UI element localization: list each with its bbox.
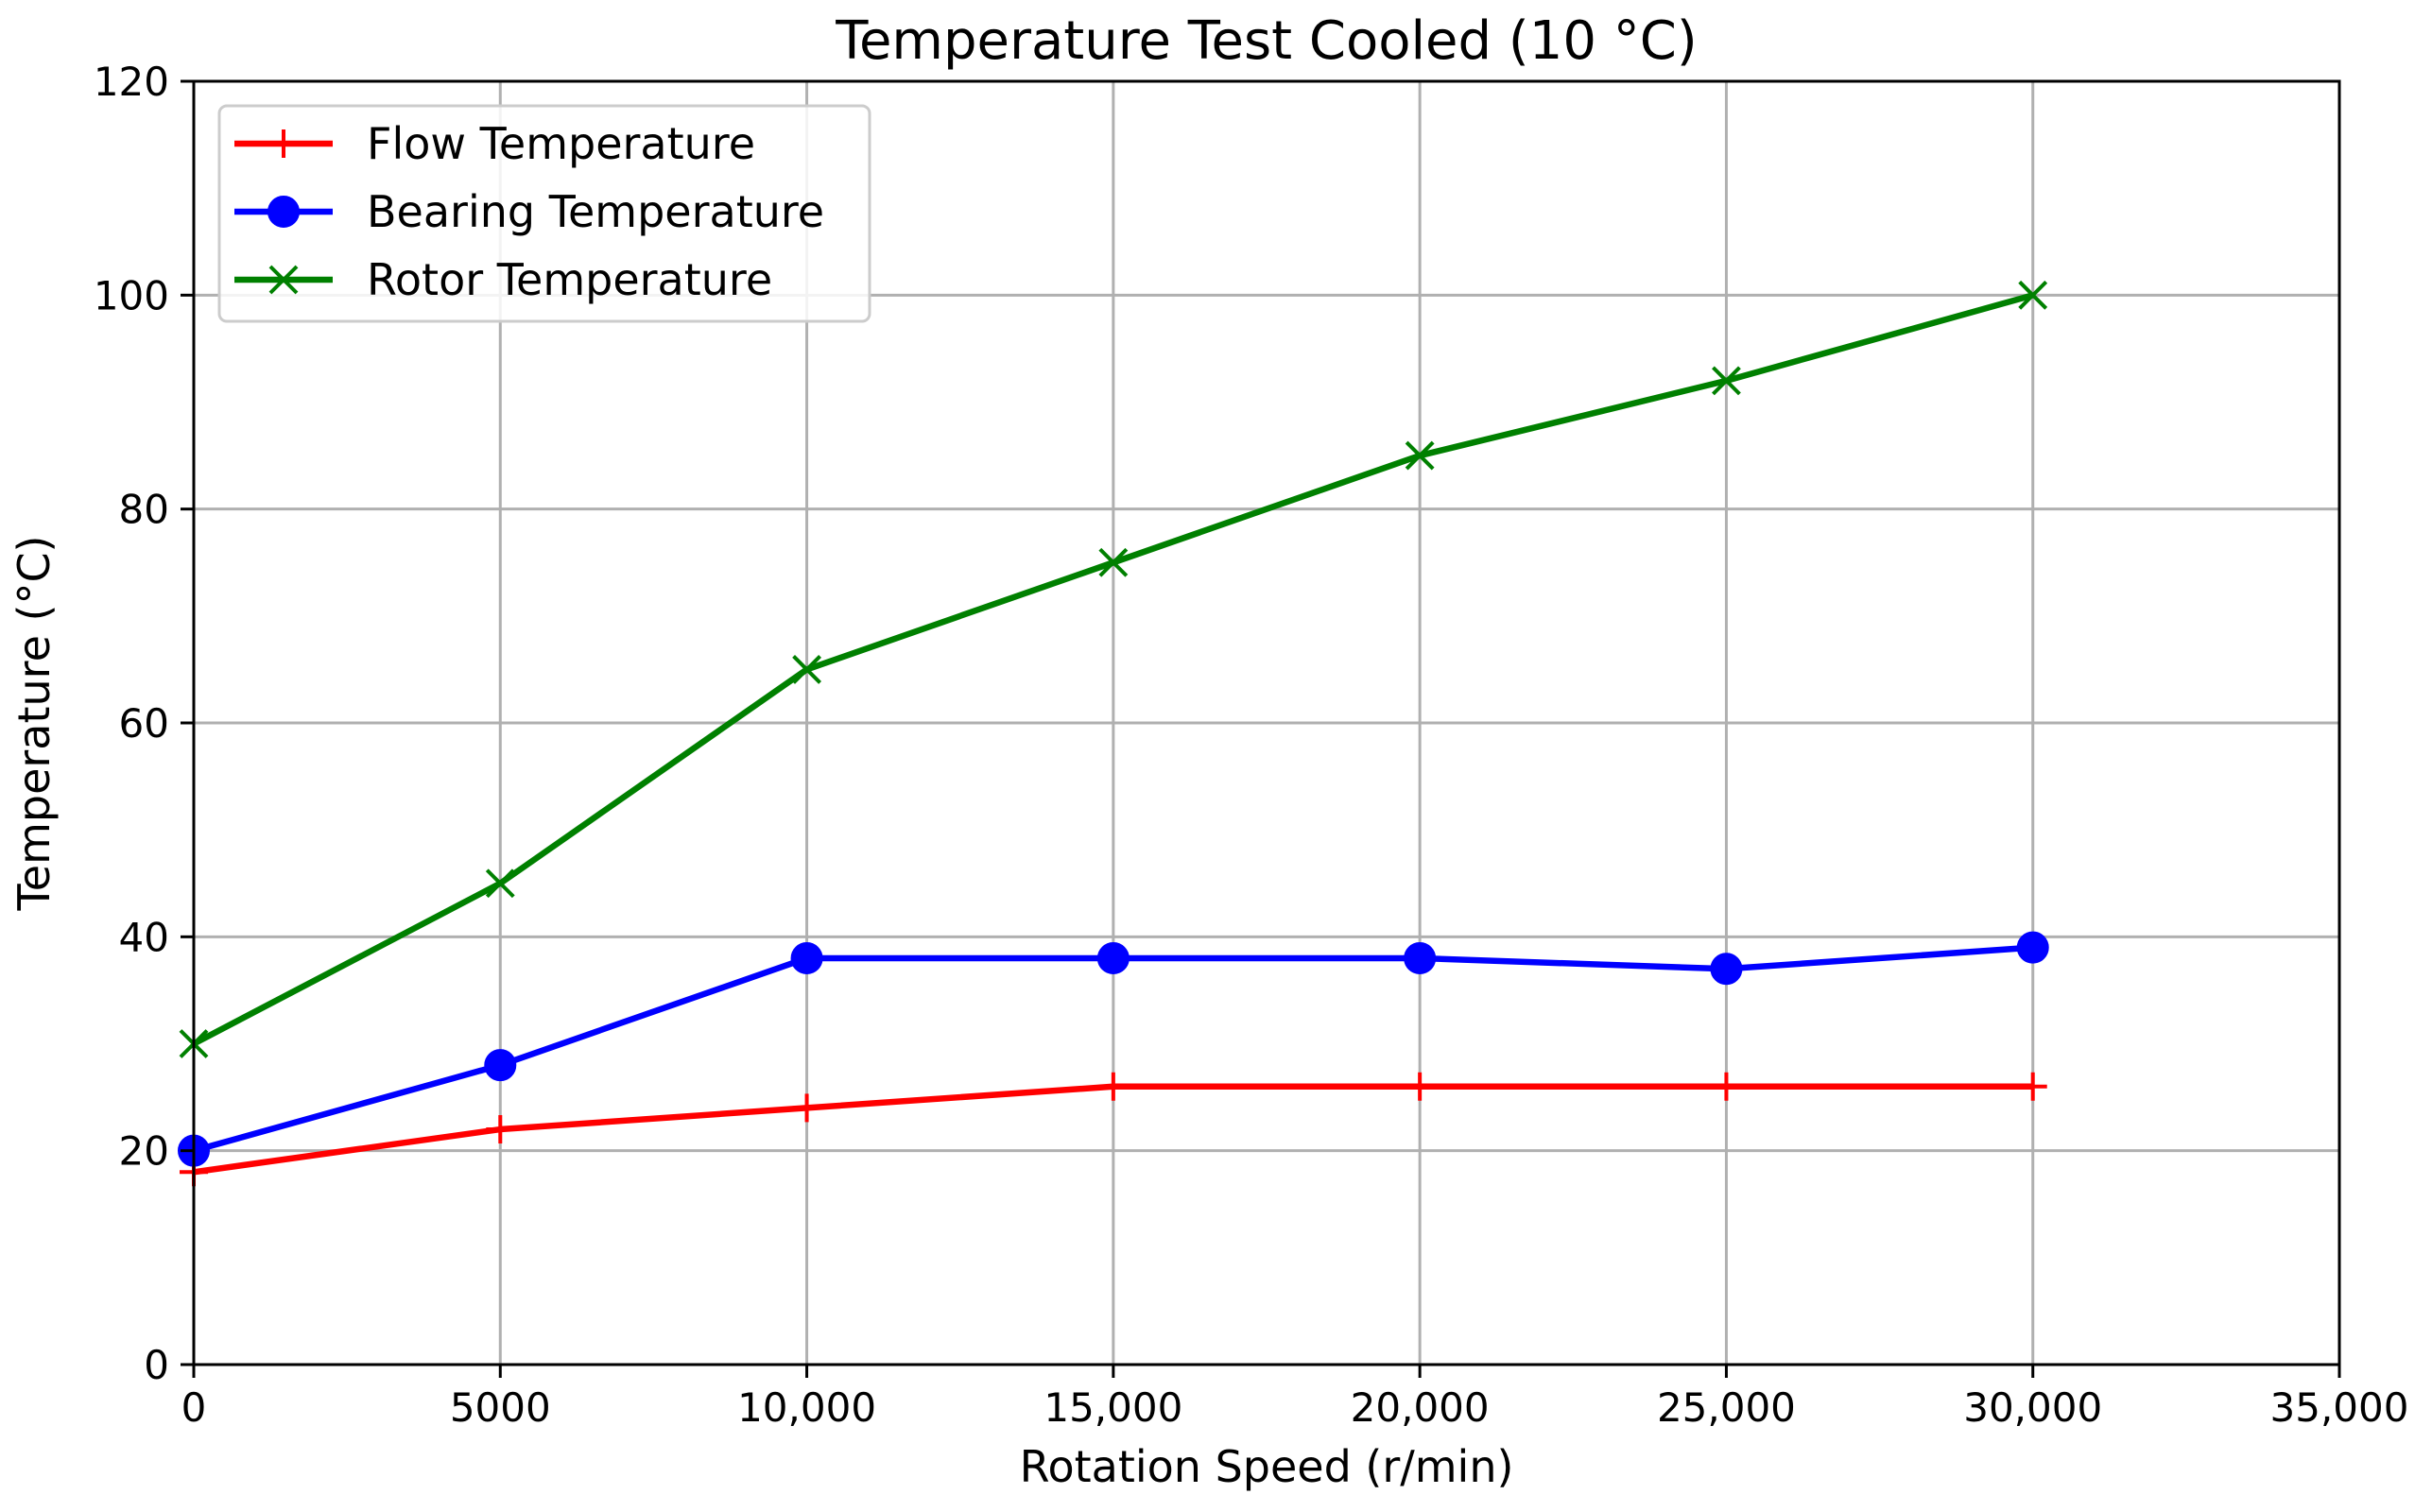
legend-label-flow-temperature: Flow Temperature: [367, 118, 755, 169]
data-point-flow-temperature: [486, 1115, 515, 1144]
y-tick-label: 80: [119, 487, 169, 533]
marker-stroke: [2018, 280, 2048, 310]
series-flow-temperature: [180, 1072, 2047, 1187]
y-tick-label: 40: [119, 914, 169, 960]
x-tick-label: 5000: [450, 1384, 551, 1431]
data-point-flow-temperature: [2018, 1072, 2047, 1101]
x-axis-label: Rotation Speed (r/min): [1020, 1441, 1514, 1492]
legend-marker-flow-temperature: [269, 129, 298, 158]
data-point-rotor-temperature: [1098, 547, 1129, 577]
x-tick-label: 0: [181, 1384, 207, 1431]
legend-entry-bearing-temperature: Bearing Temperature: [234, 186, 824, 237]
legend-marker-bearing-temperature: [267, 196, 300, 228]
x-tick-label: 30,000: [1963, 1384, 2102, 1431]
y-axis-label: Temperature (°C): [9, 535, 60, 911]
marker-stroke: [268, 265, 299, 295]
x-tick-label: 35,000: [2270, 1384, 2409, 1431]
data-point-bearing-temperature: [1096, 941, 1130, 974]
data-point-flow-temperature: [1712, 1072, 1741, 1101]
marker-stroke: [792, 655, 821, 684]
legend: Flow Temperature Bearing Temperature Rotor…: [217, 104, 871, 323]
series-group: [178, 280, 2049, 1187]
data-point-flow-temperature: [792, 1093, 821, 1123]
marker-stroke: [1712, 366, 1741, 396]
data-point-bearing-temperature: [1710, 953, 1743, 986]
legend-marker-rotor-temperature: [268, 265, 299, 295]
x-tick-label: 10,000: [737, 1384, 876, 1431]
x-tick-label: 20,000: [1351, 1384, 1490, 1431]
data-point-rotor-temperature: [1405, 440, 1435, 471]
data-point-bearing-temperature: [484, 1049, 517, 1082]
x-tick-label: 15,000: [1044, 1384, 1182, 1431]
legend-entry-rotor-temperature: Rotor Temperature: [234, 254, 772, 305]
data-point-rotor-temperature: [485, 868, 515, 899]
y-tick-label: 0: [144, 1342, 169, 1388]
data-point-flow-temperature: [1406, 1072, 1435, 1101]
axis-ticks: 0 5000 10,000 15,000 20,000 25,000 30,000 35,00…: [94, 59, 2409, 1431]
series-bearing-temperature: [178, 931, 2049, 1167]
y-tick-label: 100: [94, 272, 169, 318]
legend-label-rotor-temperature: Rotor Temperature: [367, 254, 772, 305]
y-tick-label: 120: [94, 59, 169, 105]
data-point-rotor-temperature: [792, 655, 821, 684]
y-tick-label: 20: [119, 1128, 169, 1175]
series-rotor-temperature: [179, 280, 2048, 1058]
marker-stroke: [1098, 547, 1129, 577]
x-tick-label: 25,000: [1657, 1384, 1796, 1431]
data-point-bearing-temperature: [790, 941, 823, 974]
y-tick-label: 60: [119, 700, 169, 747]
chart-title: Temperature Test Cooled (10 °C): [835, 10, 1697, 72]
marker-stroke: [1405, 440, 1435, 471]
data-point-flow-temperature: [1098, 1072, 1128, 1101]
data-point-bearing-temperature: [1404, 941, 1437, 974]
data-point-rotor-temperature: [2018, 280, 2048, 310]
legend-label-bearing-temperature: Bearing Temperature: [367, 186, 824, 237]
data-point-rotor-temperature: [1712, 366, 1741, 396]
legend-box: [217, 104, 871, 323]
legend-entry-flow-temperature: Flow Temperature: [234, 118, 755, 169]
marker-stroke: [485, 868, 515, 899]
data-point-bearing-temperature: [2016, 931, 2049, 964]
